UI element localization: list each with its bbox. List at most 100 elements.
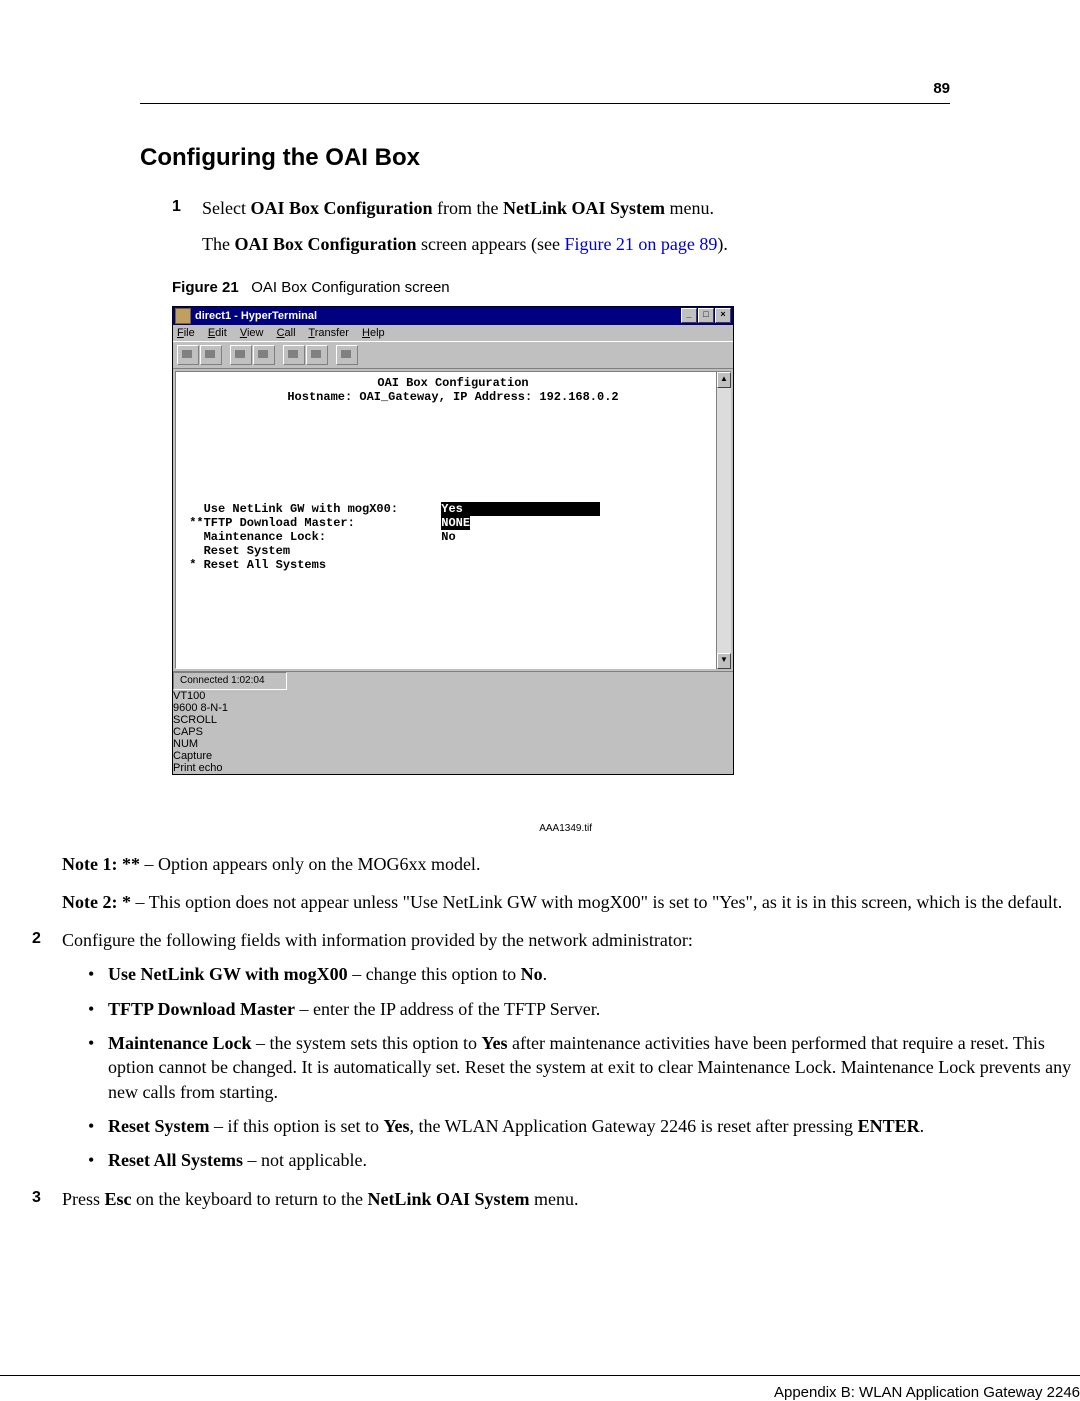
titlebar: direct1 - HyperTerminal _ □ × — [173, 307, 733, 325]
bold-text: ENTER — [858, 1116, 920, 1136]
toolbar-button[interactable] — [200, 345, 222, 365]
hyperterminal-window: direct1 - HyperTerminal _ □ × File Edit … — [172, 306, 734, 775]
text: The — [202, 234, 234, 254]
status-scroll: SCROLL — [173, 714, 221, 726]
bold-text: Esc — [105, 1189, 132, 1209]
step2-intro: Configure the following fields with info… — [62, 930, 693, 950]
figure-title: OAI Box Configuration screen — [251, 279, 449, 296]
bullet-maintenance-lock: Maintenance Lock – the system sets this … — [86, 1031, 1080, 1104]
step-number: 3 — [32, 1187, 41, 1209]
status-emulation: VT100 — [173, 690, 233, 702]
status-port: 9600 8-N-1 — [173, 702, 243, 714]
bold-text: Yes — [482, 1033, 508, 1053]
term-hint1: Y=Yes N=No Enter=Select Esc=Exit — [182, 668, 724, 669]
bold-text: No — [521, 964, 543, 984]
bullet-reset-all: Reset All Systems – not applicable. — [86, 1148, 1080, 1172]
menu-edit[interactable]: Edit — [208, 327, 227, 339]
status-connection: Connected 1:02:04 — [173, 672, 287, 690]
minimize-button[interactable]: _ — [681, 308, 697, 323]
text: – the system sets this option to — [252, 1033, 482, 1053]
figure-number: Figure 21 — [172, 279, 239, 296]
note-label: Note 2: * — [62, 892, 131, 912]
bullet-use-netlink: Use NetLink GW with mogX00 – change this… — [86, 962, 1080, 986]
bold-text: NetLink OAI System — [367, 1189, 529, 1209]
close-button[interactable]: × — [715, 308, 731, 323]
term-row1-label: Use NetLink GW with mogX00: — [182, 502, 398, 516]
bottom-rule — [0, 1375, 1080, 1376]
text: menu. — [665, 198, 714, 218]
bullet-reset-system: Reset System – if this option is set to … — [86, 1114, 1080, 1138]
term-row5-label: * Reset All Systems — [182, 558, 326, 572]
text: on the keyboard to return to the — [132, 1189, 368, 1209]
bold-text: Reset All Systems — [108, 1150, 243, 1170]
text: . — [920, 1116, 925, 1136]
section-title: Configuring the OAI Box — [140, 144, 950, 172]
status-echo: Print echo — [173, 762, 733, 774]
term-row1-value-highlighted: Yes — [441, 502, 599, 516]
status-caps: CAPS — [173, 726, 207, 738]
step1-line-b: The OAI Box Configuration screen appears… — [202, 234, 728, 254]
toolbar-button[interactable] — [283, 345, 305, 365]
figure-link[interactable]: Figure 21 on page 89 — [564, 234, 717, 254]
page-number: 89 — [140, 80, 950, 97]
note-text: – This option does not appear unless "Us… — [131, 892, 1062, 912]
figure-file-label: AAA1349.tif — [32, 823, 592, 834]
note-label: Note 1: ** — [62, 854, 140, 874]
text: – enter the IP address of the TFTP Serve… — [295, 999, 600, 1019]
menu-help[interactable]: Help — [362, 327, 385, 339]
bold-text: TFTP Download Master — [108, 999, 295, 1019]
status-num: NUM — [173, 738, 205, 750]
scroll-down-button[interactable]: ▼ — [717, 653, 731, 669]
window-title: direct1 - HyperTerminal — [195, 310, 681, 322]
text: Select — [202, 198, 250, 218]
bold-text: OAI Box Configuration — [234, 234, 416, 254]
note-text: – Option appears only on the MOG6xx mode… — [140, 854, 480, 874]
bold-text: Use NetLink GW with mogX00 — [108, 964, 348, 984]
step-1: 1 Select OAI Box Configuration from the … — [172, 196, 950, 257]
toolbar-button[interactable] — [306, 345, 328, 365]
step-number: 1 — [172, 196, 181, 218]
app-icon — [175, 308, 191, 324]
scrollbar[interactable]: ▲ ▼ — [716, 371, 731, 669]
term-row3-label: Maintenance Lock: — [182, 530, 326, 544]
toolbar-button[interactable] — [253, 345, 275, 365]
text: – change this option to — [348, 964, 521, 984]
toolbar-button[interactable] — [230, 345, 252, 365]
term-row2-label: **TFTP Download Master: — [182, 516, 355, 530]
text: , the WLAN Application Gateway 2246 is r… — [410, 1116, 858, 1136]
text: Press — [62, 1189, 105, 1209]
menubar: File Edit View Call Transfer Help — [173, 325, 733, 341]
note-1: Note 1: ** – Option appears only on the … — [62, 852, 1080, 876]
text: menu. — [529, 1189, 578, 1209]
text: from the — [433, 198, 503, 218]
top-rule — [140, 103, 950, 104]
term-row4-label: Reset System — [182, 544, 290, 558]
toolbar-button[interactable] — [177, 345, 199, 365]
bold-text: OAI Box Configuration — [250, 198, 432, 218]
term-row3-value: No — [441, 530, 455, 544]
statusbar: Connected 1:02:04 — [173, 671, 733, 690]
menu-file[interactable]: File — [177, 327, 195, 339]
term-row2-value-highlighted: NONE — [441, 516, 470, 530]
text: . — [543, 964, 548, 984]
menu-view[interactable]: View — [240, 327, 264, 339]
status-capture: Capture — [173, 750, 219, 762]
menu-call[interactable]: Call — [277, 327, 296, 339]
menu-transfer[interactable]: Transfer — [308, 327, 349, 339]
term-header2: Hostname: OAI_Gateway, IP Address: 192.1… — [182, 390, 724, 404]
bold-text: Yes — [384, 1116, 410, 1136]
bold-text: NetLink OAI System — [503, 198, 665, 218]
footer-text: Appendix B: WLAN Application Gateway 224… — [0, 1384, 1080, 1401]
bold-text: Maintenance Lock — [108, 1033, 252, 1053]
note-2: Note 2: * – This option does not appear … — [62, 890, 1080, 914]
bold-text: Reset System — [108, 1116, 209, 1136]
step-3: 3 Press Esc on the keyboard to return to… — [32, 1187, 1080, 1211]
scroll-up-button[interactable]: ▲ — [717, 372, 731, 388]
maximize-button[interactable]: □ — [698, 308, 714, 323]
text: – not applicable. — [243, 1150, 367, 1170]
step-2: 2 Configure the following fields with in… — [32, 928, 1080, 1172]
toolbar-button[interactable] — [336, 345, 358, 365]
term-header1: OAI Box Configuration — [182, 376, 724, 390]
terminal-area[interactable]: OAI Box ConfigurationHostname: OAI_Gatew… — [175, 371, 731, 669]
toolbar — [173, 341, 733, 369]
